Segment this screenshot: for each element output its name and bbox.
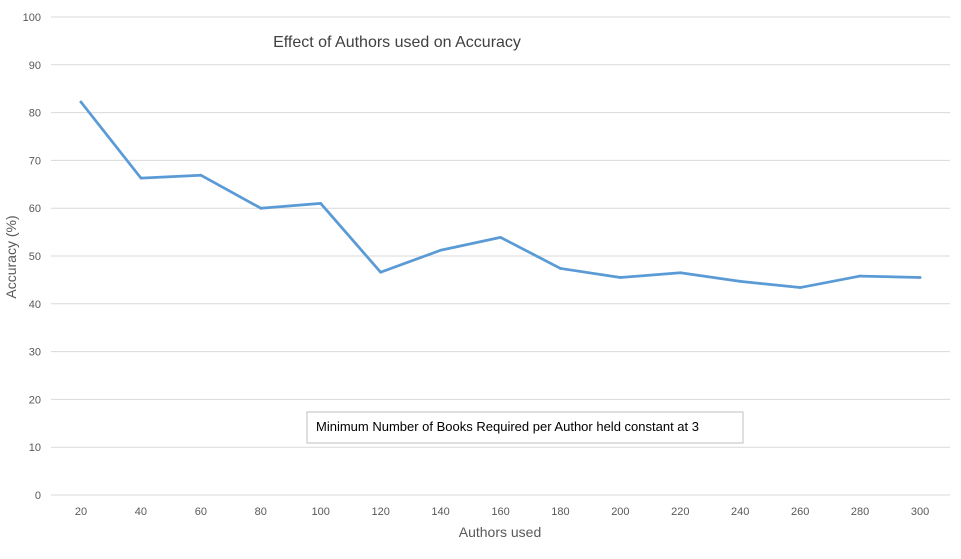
data-point — [858, 274, 862, 278]
data-point — [139, 176, 143, 180]
y-tick-label: 30 — [29, 347, 41, 359]
y-tick-label: 20 — [29, 394, 41, 406]
x-tick-label: 60 — [195, 506, 207, 518]
y-axis-title: Accuracy (%) — [3, 215, 19, 298]
x-tick-label: 120 — [371, 506, 389, 518]
data-point — [798, 286, 802, 289]
series-line-0 — [79, 100, 922, 289]
x-tick-label: 200 — [611, 506, 629, 518]
data-point — [259, 206, 263, 210]
y-tick-label: 60 — [29, 203, 41, 215]
x-tick-label: 160 — [491, 506, 509, 518]
gridlines — [51, 16, 950, 496]
data-point — [79, 100, 83, 104]
data-point — [618, 276, 622, 279]
data-point — [319, 202, 323, 205]
x-tick-label: 80 — [255, 506, 267, 518]
x-axis-title: Authors used — [459, 524, 542, 540]
annotation-box: Minimum Number of Books Required per Aut… — [306, 411, 744, 444]
y-axis-ticks: 0 10 20 30 40 50 60 70 80 90 100 — [23, 12, 41, 502]
y-tick-label: 0 — [35, 490, 41, 502]
x-tick-label: 300 — [911, 506, 929, 518]
x-tick-label: 260 — [791, 506, 809, 518]
data-point — [199, 173, 203, 177]
x-tick-label: 180 — [551, 506, 569, 518]
series-layer — [79, 100, 922, 289]
data-point — [559, 267, 562, 270]
data-point — [738, 279, 742, 283]
y-tick-label: 40 — [29, 299, 41, 311]
data-point — [499, 235, 502, 239]
data-point — [379, 270, 383, 274]
y-tick-label: 80 — [29, 108, 41, 120]
x-tick-label: 140 — [431, 506, 449, 518]
x-tick-label: 220 — [671, 506, 689, 518]
x-tick-label: 40 — [135, 506, 147, 518]
annotation-text: Minimum Number of Books Required per Aut… — [316, 419, 699, 434]
data-point — [678, 271, 682, 275]
x-tick-label: 100 — [312, 506, 330, 518]
annotation-frame — [306, 411, 744, 444]
x-tick-label: 20 — [75, 506, 87, 518]
data-point — [439, 248, 442, 252]
x-axis-ticks: 20 40 60 80 100 120 140 160 180 200 220 240 260 280 30… — [75, 506, 929, 518]
y-tick-label: 90 — [29, 60, 41, 72]
x-tick-label: 280 — [851, 506, 869, 518]
y-tick-label: 100 — [23, 12, 41, 24]
x-tick-label: 240 — [731, 506, 749, 518]
y-tick-label: 10 — [29, 442, 41, 454]
chart-title: Effect of Authors used on Accuracy — [273, 34, 521, 51]
y-tick-label: 70 — [29, 155, 41, 167]
data-point — [918, 276, 922, 279]
y-tick-label: 50 — [29, 251, 41, 263]
